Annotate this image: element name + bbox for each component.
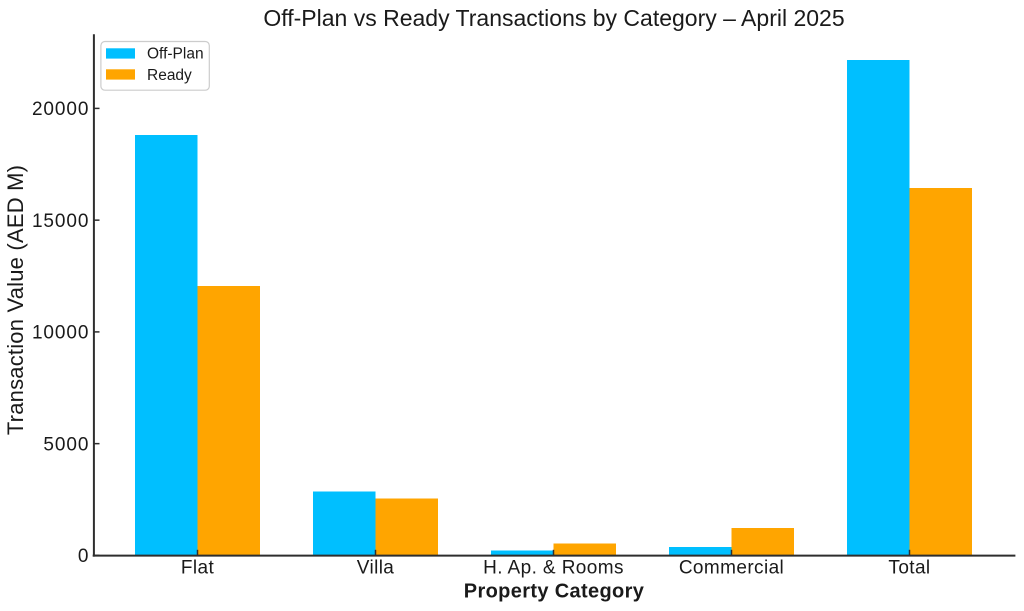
- svg-text:Commercial: Commercial: [679, 558, 784, 579]
- svg-text:20000: 20000: [32, 99, 89, 120]
- svg-text:Total: Total: [888, 558, 930, 579]
- svg-text:Off-Plan: Off-Plan: [147, 46, 204, 63]
- svg-text:Transaction Value (AED M): Transaction Value (AED M): [3, 165, 28, 435]
- svg-text:Ready: Ready: [147, 67, 192, 84]
- svg-text:10000: 10000: [32, 323, 89, 344]
- svg-text:Flat: Flat: [181, 558, 215, 579]
- svg-text:0: 0: [78, 546, 89, 567]
- svg-text:Villa: Villa: [357, 558, 395, 579]
- svg-text:H. Ap. & Rooms: H. Ap. & Rooms: [483, 558, 624, 579]
- svg-text:Off-Plan vs Ready Transactions: Off-Plan vs Ready Transactions by Catego…: [263, 5, 844, 31]
- svg-text:5000: 5000: [43, 434, 89, 455]
- svg-text:Property Category: Property Category: [464, 581, 645, 603]
- svg-text:15000: 15000: [32, 211, 89, 232]
